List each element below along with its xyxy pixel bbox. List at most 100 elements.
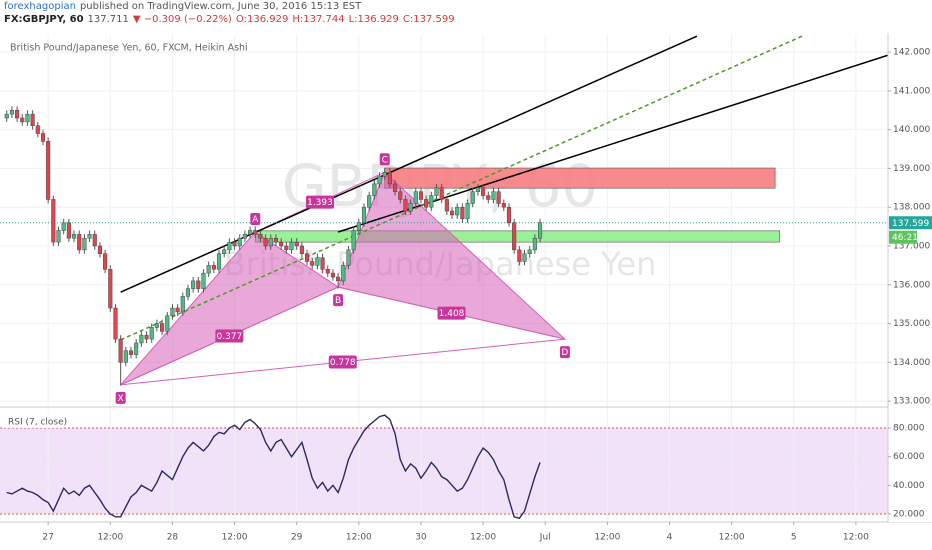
y-tick-label: 139.000 [893, 164, 930, 174]
candle-body [382, 172, 387, 177]
pattern-point-box [250, 213, 261, 226]
y-tick-label: 138.000 [893, 203, 930, 213]
zone [254, 230, 781, 243]
candle-body [527, 249, 532, 254]
candle-body [211, 265, 216, 270]
candle-body [180, 296, 185, 313]
candle-body [97, 245, 102, 254]
candle-body [144, 334, 149, 340]
candle-body [537, 222, 543, 239]
x-tick-label: 5 [791, 533, 797, 543]
rsi-band [0, 428, 888, 514]
candle-body [118, 338, 123, 363]
candle-body [418, 191, 424, 200]
candle-body [258, 234, 263, 239]
candle-body [465, 203, 470, 220]
candle-body [439, 187, 444, 200]
ratio-box [305, 195, 334, 209]
candle-body [82, 237, 87, 251]
pattern-point-box [115, 391, 126, 404]
candle-body [87, 234, 92, 239]
countdown-label: 46:21 [892, 233, 918, 243]
candle-body [496, 191, 501, 204]
pattern-point-label: D [561, 348, 568, 358]
pattern-point-label: B [335, 296, 341, 306]
ratio-box [328, 355, 357, 369]
candle-body [222, 249, 227, 254]
candle-body [128, 350, 134, 355]
candle-body [449, 210, 455, 216]
candle-body [393, 183, 398, 192]
symbol: FX:GBPJPY, 60 [4, 14, 84, 25]
candle-body [175, 307, 180, 313]
candle-body [522, 253, 527, 262]
pattern-point-label: A [252, 215, 259, 225]
candle-body [154, 323, 159, 328]
candle-body [216, 253, 222, 270]
rsi-label-box [4, 415, 62, 428]
candle-body [108, 269, 113, 309]
x-tick-label: 12:00 [719, 533, 745, 543]
y-tick-label: 20.000 [893, 509, 925, 519]
candle-body [387, 172, 392, 185]
candle-body [139, 334, 144, 344]
candle-body [20, 117, 25, 123]
ohlc: C:137.599 [402, 14, 455, 25]
ratio-label: 1.393 [307, 198, 333, 208]
ratio-label: 0.778 [330, 358, 356, 368]
candle-body [201, 272, 206, 289]
change: ▼ −0.309 (−0.22%) [132, 14, 232, 25]
candle-body [299, 245, 304, 254]
x-tick-label: 12:00 [222, 533, 248, 543]
x-tick-label: 12:00 [97, 533, 123, 543]
candle-body [25, 113, 30, 123]
candle-body [367, 195, 372, 208]
candle-body [227, 241, 232, 251]
candle-body [398, 191, 403, 200]
candle-body [35, 125, 40, 134]
candle-body [481, 187, 486, 196]
candle-body [185, 288, 191, 297]
last-price-tag [889, 216, 932, 230]
x-tick-label: 12:00 [346, 533, 372, 543]
candle-body [46, 141, 51, 200]
candle-body [113, 307, 118, 340]
candle-body [165, 315, 170, 332]
candle-body [30, 113, 35, 127]
candle-body [491, 191, 496, 200]
y-tick-label: 141.000 [893, 86, 930, 96]
ohlc: O:136.929 [235, 14, 289, 25]
candle-body [444, 199, 449, 212]
y-tick-label: 135.000 [893, 319, 930, 329]
candle-body [475, 187, 480, 192]
candle-body [191, 280, 196, 289]
candle-body [15, 109, 20, 119]
candle-body [284, 245, 289, 251]
candle-body [346, 249, 351, 266]
ohlc: L:136.929 [348, 14, 399, 25]
candle-body [455, 206, 460, 216]
price-axis-bg [888, 33, 932, 522]
x-tick-label: 12:00 [594, 533, 620, 543]
candle-body [424, 199, 429, 208]
candle-body [506, 206, 512, 223]
candle-body [351, 230, 356, 251]
candle-body [532, 237, 537, 251]
candle-body [134, 342, 139, 355]
candle-body [512, 222, 517, 251]
rsi-label: RSI (7, close) [8, 418, 67, 428]
pattern-point-box [379, 153, 390, 166]
pattern-point-label: X [118, 394, 124, 404]
author[interactable]: forexhagopian [4, 1, 76, 12]
candle-body [434, 187, 439, 196]
candle-body [289, 241, 294, 251]
candle-body [123, 350, 128, 363]
candle-body [325, 269, 330, 274]
candle-body [206, 265, 211, 274]
chart-title: British Pound/Japanese Yen, 60, FXCM, He… [10, 43, 248, 54]
candle-body [413, 191, 418, 204]
candle-body [460, 206, 465, 220]
candle-body [273, 237, 279, 243]
ratio-box [437, 306, 466, 320]
